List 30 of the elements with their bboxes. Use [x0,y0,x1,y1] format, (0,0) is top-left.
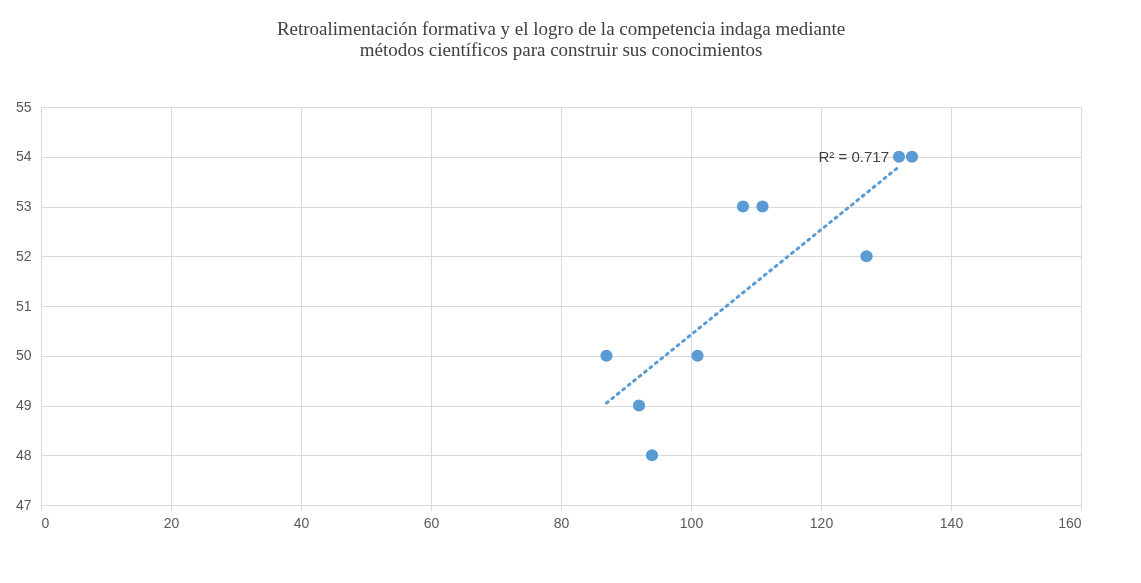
point [905,150,919,163]
point [600,349,613,362]
y-tick-label: 51 [15,297,32,314]
point [691,349,704,362]
y-tick-label: 48 [15,446,32,463]
point [756,200,769,213]
point [892,150,906,163]
point [860,250,873,263]
x-tick-label: 120 [809,514,834,531]
y-tick-label: 54 [15,148,32,165]
y-tick-label: 53 [15,198,32,214]
annotation: R² = 0.717 [818,147,889,165]
x-tick-label: 60 [423,514,440,531]
y-tick-label: 47 [15,496,32,513]
y-tick-label: 50 [15,347,32,364]
x-tick-label: 160 [1058,514,1082,531]
x-tick-label: 80 [553,514,570,531]
text: Retroalimentación formativa y el logro de la competencia indaga mediante [276,18,846,39]
point [736,200,750,213]
point [632,399,646,412]
point [645,449,659,462]
x-tick-label: 40 [293,514,310,531]
x-tick-label: 20 [163,514,180,531]
text: métodos científicos para construir sus conocimientos [359,39,763,60]
x-tick-label: 0 [41,514,50,531]
x-tick-label: 100 [679,514,704,531]
y-tick-label: 49 [15,397,32,413]
x-tick-label: 140 [939,514,964,531]
y-tick-label: 55 [15,98,32,115]
y-tick-label: 52 [15,247,32,264]
